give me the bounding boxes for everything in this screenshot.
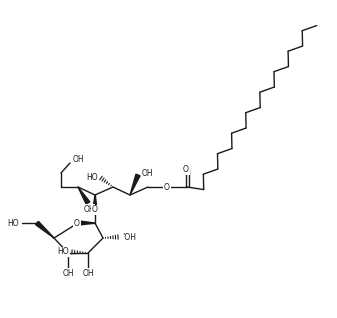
- Text: HO: HO: [57, 247, 69, 257]
- Text: O: O: [183, 165, 189, 175]
- Text: HO: HO: [7, 218, 19, 227]
- Text: OH: OH: [73, 156, 85, 164]
- Text: HO: HO: [86, 172, 98, 182]
- Polygon shape: [78, 221, 95, 225]
- Text: O: O: [164, 183, 170, 191]
- Text: O: O: [92, 205, 98, 215]
- Text: OH: OH: [83, 204, 95, 213]
- Text: OH: OH: [142, 169, 154, 177]
- Polygon shape: [35, 221, 54, 238]
- Text: O: O: [74, 218, 80, 227]
- Text: OH: OH: [82, 268, 94, 278]
- Polygon shape: [130, 174, 140, 195]
- Polygon shape: [93, 195, 97, 210]
- Text: ’OH: ’OH: [122, 233, 136, 243]
- Text: OH: OH: [62, 268, 74, 278]
- Polygon shape: [78, 187, 90, 204]
